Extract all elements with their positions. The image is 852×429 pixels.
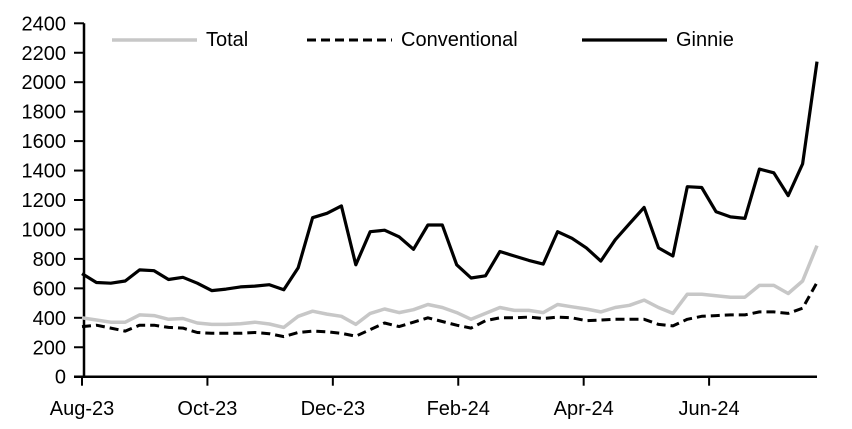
y-tick-label: 1600 — [22, 131, 67, 153]
y-tick-label: 1200 — [22, 190, 67, 212]
y-tick-label: 1800 — [22, 102, 67, 124]
x-tick-label: Oct-23 — [177, 398, 237, 420]
y-tick-label: 2000 — [22, 72, 67, 94]
conventional-dashed-line-sample-icon — [307, 38, 392, 42]
y-tick-label: 1400 — [22, 161, 67, 183]
y-tick-label: 1000 — [22, 219, 67, 241]
y-tick-label: 2200 — [22, 43, 67, 65]
x-tick-label: Jun-24 — [679, 398, 740, 420]
legend-label-total: Total — [206, 29, 249, 51]
legend-label-conventional: Conventional — [401, 29, 518, 51]
total-line-sample-icon — [112, 38, 197, 42]
ginnie-line-sample-icon — [582, 38, 667, 42]
legend-label-ginnie: Ginnie — [676, 29, 734, 51]
legend-item-total: Total — [112, 28, 248, 52]
x-tick-label: Aug-23 — [50, 398, 115, 420]
y-tick-label: 2400 — [22, 13, 67, 35]
legend-item-ginnie: Ginnie — [582, 28, 734, 52]
y-tick-label: 200 — [33, 337, 66, 359]
y-tick-label: 600 — [33, 278, 66, 300]
x-tick-label: Dec-23 — [301, 398, 365, 420]
x-tick-label: Feb-24 — [427, 398, 490, 420]
y-tick-label: 0 — [55, 367, 66, 389]
series-line-ginnie — [81, 61, 819, 293]
series-line-total — [81, 244, 819, 330]
x-tick-label: Apr-24 — [554, 398, 614, 420]
y-tick-label: 400 — [33, 308, 66, 330]
y-tick-label: 800 — [33, 249, 66, 271]
legend-item-conventional: Conventional — [307, 28, 518, 52]
